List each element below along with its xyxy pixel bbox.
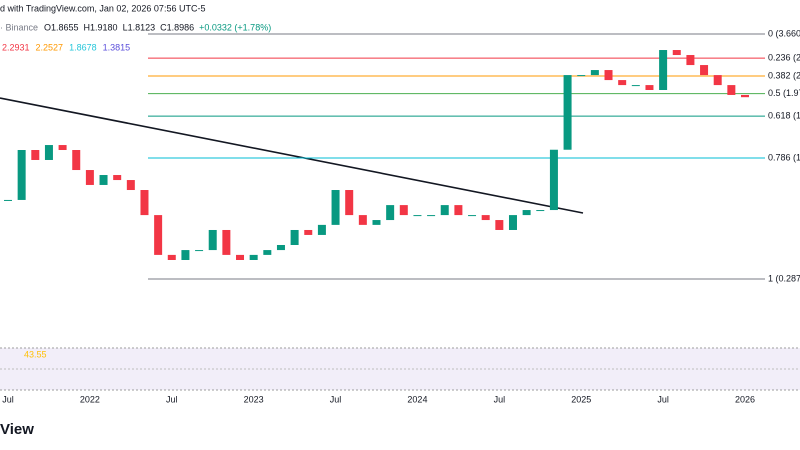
symbol: · Binance: [0, 22, 38, 32]
candle: [345, 190, 354, 216]
candle: [358, 215, 367, 225]
candle: [549, 149, 558, 211]
ohlc-value: +0.0332 (+1.78%): [199, 22, 271, 32]
candle: [508, 215, 517, 230]
candle: [440, 205, 449, 216]
candle: [195, 250, 204, 252]
x-tick-label: 2023: [244, 394, 264, 404]
ohlc-value: H1.9180: [84, 22, 118, 32]
ma-label: 1.8678: [69, 42, 97, 52]
fib-label: 0.786 (1: [768, 152, 800, 162]
candle: [276, 244, 285, 251]
candle: [85, 170, 94, 185]
fib-label: 0.5 (1.97: [768, 88, 800, 98]
candle: [140, 190, 149, 216]
candle: [481, 215, 490, 221]
candle: [522, 210, 531, 216]
x-tick-label: 2025: [571, 394, 591, 404]
fib-label: 1 (0.2873: [768, 273, 800, 283]
candle: [222, 229, 231, 255]
fib-label: 0.618 (1: [768, 110, 800, 120]
candle: [236, 254, 245, 260]
candle: [536, 210, 545, 212]
candle: [58, 145, 67, 151]
candle: [44, 145, 53, 160]
fib-label: 0.236 (2: [768, 52, 800, 62]
candle: [563, 75, 572, 150]
header: d with TradingView.com, Jan 02, 2026 07:…: [0, 3, 205, 13]
candle: [495, 220, 504, 230]
candle: [454, 205, 463, 216]
candle: [659, 50, 668, 90]
logo: View: [0, 421, 34, 438]
x-tick-label: 2022: [80, 394, 100, 404]
candle: [577, 75, 586, 77]
candle: [631, 85, 640, 87]
candle: [727, 85, 736, 95]
candle: [317, 224, 326, 235]
ohlc-value: L1.8123: [123, 22, 156, 32]
candle: [590, 70, 599, 76]
candle: [713, 75, 722, 86]
fib-label: 0 (3.660: [768, 28, 800, 38]
candle: [741, 94, 749, 98]
candle: [672, 50, 681, 56]
candle: [126, 180, 135, 191]
fib-label: 0.382 (2: [768, 70, 800, 80]
x-tick-label: 2026: [735, 394, 755, 404]
x-tick-label: Jul: [2, 394, 14, 404]
candle: [208, 229, 217, 251]
candle: [167, 254, 176, 260]
candle: [113, 175, 122, 181]
candle: [4, 199, 12, 201]
candle: [386, 205, 395, 221]
ohlc-value: O1.8655: [44, 22, 79, 32]
candle: [249, 254, 258, 260]
candle: [468, 215, 477, 217]
candle: [427, 215, 436, 217]
x-tick-label: 2024: [407, 394, 427, 404]
candle: [31, 150, 40, 160]
candle: [399, 205, 408, 216]
candle: [290, 229, 299, 245]
candle: [154, 215, 163, 255]
rsi-label: 43.55: [24, 349, 47, 359]
ma-label: 2.2527: [36, 42, 64, 52]
candle: [413, 215, 422, 217]
ohlc-value: C1.8986: [160, 22, 194, 32]
candle: [263, 250, 272, 255]
ma-label: 2.2931: [2, 42, 30, 52]
x-tick-label: Jul: [166, 394, 178, 404]
candle: [686, 55, 695, 66]
trend-line: [0, 97, 584, 214]
candle: [645, 85, 654, 90]
ma-label: 1.3815: [103, 42, 131, 52]
candle: [604, 70, 613, 81]
candle: [72, 150, 81, 171]
candle: [331, 190, 340, 225]
candle: [181, 250, 190, 260]
x-tick-label: Jul: [330, 394, 342, 404]
candle: [17, 150, 26, 200]
candle: [372, 220, 381, 225]
candle: [700, 65, 709, 76]
candle: [304, 229, 313, 235]
x-tick-label: Jul: [657, 394, 669, 404]
candle: [618, 80, 627, 86]
x-tick-label: Jul: [494, 394, 506, 404]
candle: [99, 175, 108, 185]
